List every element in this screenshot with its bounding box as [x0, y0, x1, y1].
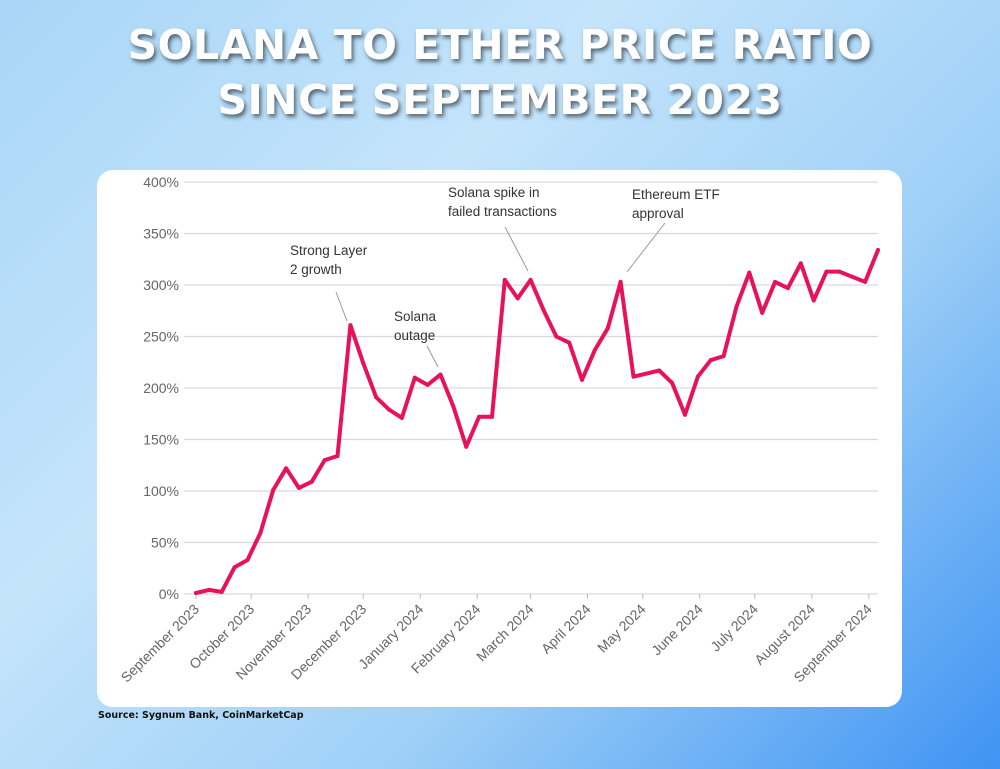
- data-point: [489, 414, 494, 419]
- data-point: [477, 414, 482, 419]
- annotation-leader-line: [626, 222, 666, 273]
- data-point: [708, 358, 713, 363]
- data-point: [284, 466, 289, 471]
- data-point: [631, 374, 636, 379]
- data-point: [863, 279, 868, 284]
- data-point: [399, 415, 404, 420]
- data-point: [734, 304, 739, 309]
- annotation-leader-line: [426, 345, 439, 368]
- annotation-label: Strong Layer 2 growth: [290, 243, 368, 277]
- y-tick-label: 300%: [143, 277, 179, 293]
- x-tick-label: April 2024: [538, 601, 594, 657]
- chart-card: [97, 170, 902, 707]
- data-point: [605, 326, 610, 331]
- series-line: [194, 248, 880, 595]
- data-point: [811, 298, 816, 303]
- data-point: [554, 334, 559, 339]
- data-point: [387, 407, 392, 412]
- data-point: [412, 375, 417, 380]
- data-point: [245, 558, 250, 563]
- data-point: [824, 269, 829, 274]
- y-tick-label: 200%: [143, 380, 179, 396]
- data-point: [760, 310, 765, 315]
- data-point: [322, 458, 327, 463]
- data-point: [206, 587, 211, 592]
- title-line-2: SINCE SEPTEMBER 2023: [217, 76, 783, 124]
- y-tick-label: 0%: [159, 586, 179, 602]
- y-tick-label: 250%: [143, 329, 179, 345]
- data-point: [464, 444, 469, 449]
- annotation-label: Ethereum ETF approval: [632, 187, 720, 221]
- x-tick-label: July 2024: [707, 601, 761, 655]
- x-tick-label: May 2024: [594, 601, 649, 656]
- data-point: [348, 323, 353, 328]
- data-point: [541, 307, 546, 312]
- x-tick-label: June 2024: [648, 601, 706, 659]
- data-point: [451, 404, 456, 409]
- page-title: SOLANA TO ETHER PRICE RATIO SINCE SEPTEM…: [0, 18, 1000, 128]
- data-point: [425, 382, 430, 387]
- data-point: [618, 279, 623, 284]
- annotation-leader-line: [504, 226, 529, 272]
- title-line-1: SOLANA TO ETHER PRICE RATIO: [127, 21, 873, 69]
- data-point: [850, 274, 855, 279]
- data-point: [438, 372, 443, 377]
- data-point: [657, 368, 662, 373]
- data-point: [644, 371, 649, 376]
- data-point: [309, 479, 314, 484]
- data-point: [258, 531, 263, 536]
- data-point: [837, 269, 842, 274]
- data-point: [271, 487, 276, 492]
- data-point: [721, 354, 726, 359]
- y-tick-label: 150%: [143, 432, 179, 448]
- y-tick-label: 50%: [151, 535, 179, 551]
- data-point: [335, 453, 340, 458]
- y-tick-label: 400%: [143, 174, 179, 190]
- data-point: [567, 340, 572, 345]
- data-point: [219, 589, 224, 594]
- data-point: [232, 565, 237, 570]
- data-point: [876, 247, 880, 252]
- data-point: [361, 361, 366, 366]
- x-tick-label: September 2023: [118, 601, 203, 686]
- data-point: [528, 277, 533, 282]
- data-point: [515, 296, 520, 301]
- data-point: [747, 270, 752, 275]
- data-point: [580, 377, 585, 382]
- data-point: [670, 380, 675, 385]
- data-point: [502, 277, 507, 282]
- data-point: [374, 395, 379, 400]
- source-note: Source: Sygnum Bank, CoinMarketCap: [98, 710, 304, 721]
- data-point: [682, 412, 687, 417]
- y-tick-label: 350%: [143, 226, 179, 242]
- data-point: [773, 279, 778, 284]
- annotation-leader-line: [335, 291, 348, 322]
- data-point: [592, 347, 597, 352]
- y-tick-label: 100%: [143, 483, 179, 499]
- data-point: [798, 261, 803, 266]
- data-point: [194, 590, 198, 595]
- data-point: [785, 286, 790, 291]
- data-point: [296, 485, 301, 490]
- annotation-label: Solana outage: [394, 309, 437, 343]
- annotation-label: Solana spike in failed transactions: [448, 185, 557, 219]
- data-point: [695, 374, 700, 379]
- x-tick-label: March 2024: [473, 601, 537, 665]
